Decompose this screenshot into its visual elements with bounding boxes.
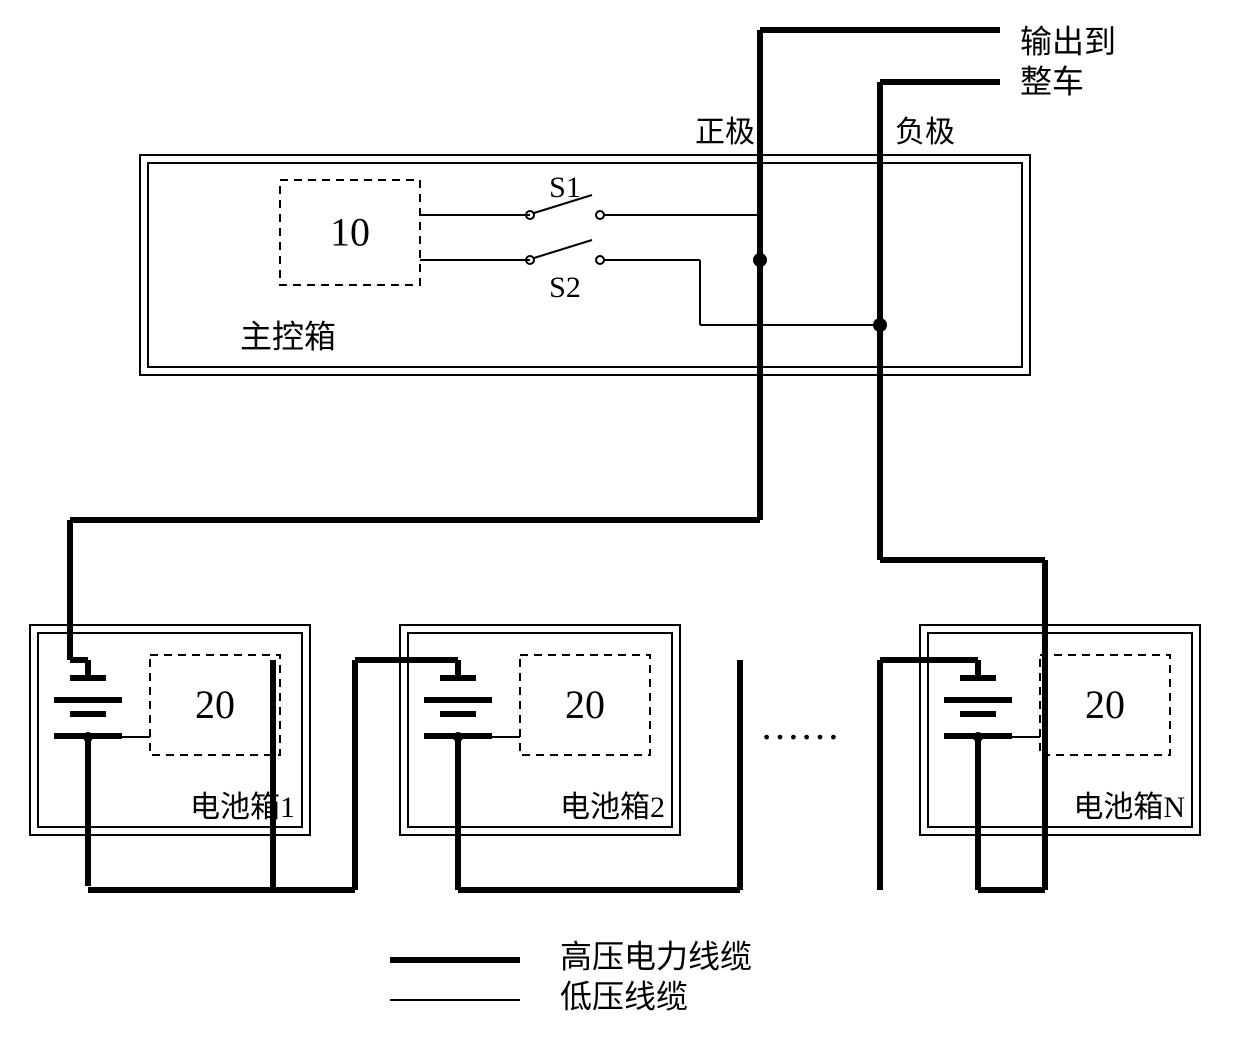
main-box-label: 主控箱: [240, 318, 336, 354]
svg-text:20: 20: [195, 682, 235, 727]
battery-label-N: 电池箱N: [1073, 791, 1185, 824]
svg-text:20: 20: [565, 682, 605, 727]
svg-text:S2: S2: [549, 271, 581, 304]
battery-system-diagram: 输出到整车正极 负极主控箱 10 S1 S2 电池箱1 20 电池箱2 20 电池箱N 20 …… 高压…: [0, 0, 1240, 1037]
battery-label-2: 电池箱2: [560, 791, 665, 824]
output-label-1: 输出到: [1020, 23, 1116, 59]
svg-text:20: 20: [1085, 682, 1125, 727]
ellipsis: ……: [760, 703, 840, 748]
negative-label: 负极: [895, 116, 955, 149]
positive-label: 正极: [695, 116, 755, 149]
output-label-2: 整车: [1020, 63, 1084, 99]
battery-label-1: 电池箱1: [190, 791, 295, 824]
legend-hv-label: 高压电力线缆: [560, 938, 752, 974]
legend-lv-label: 低压线缆: [560, 978, 688, 1014]
svg-text:S1: S1: [549, 171, 581, 204]
svg-text:10: 10: [330, 210, 370, 255]
